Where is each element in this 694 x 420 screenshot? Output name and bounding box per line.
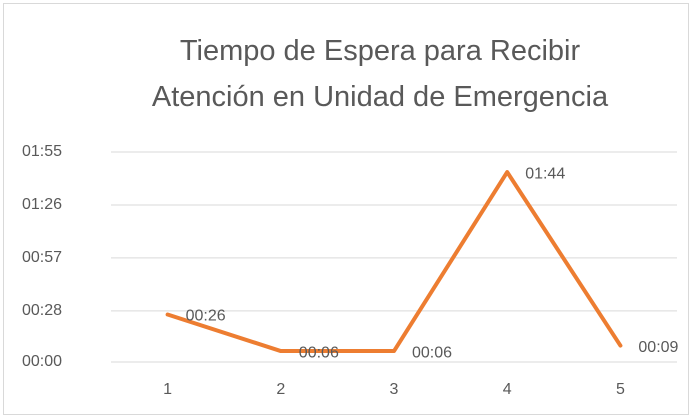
y-tick-label: 00:00: [22, 353, 62, 370]
y-tick-label: 01:26: [22, 196, 62, 213]
data-label: 00:26: [186, 308, 226, 325]
chart-title: Tiempo de Espera para Recibir Atención e…: [151, 35, 609, 113]
data-label: 01:44: [525, 165, 565, 182]
data-label: 00:06: [412, 344, 452, 361]
x-tick-label: 4: [503, 381, 512, 398]
chart-frame: [3, 3, 689, 415]
x-tick-label: 5: [616, 381, 625, 398]
data-label: 00:06: [299, 344, 339, 361]
y-tick-label: 01:55: [22, 143, 62, 160]
data-label: 00:09: [638, 339, 678, 356]
y-tick-label: 00:28: [22, 302, 62, 319]
x-tick-label: 3: [390, 381, 399, 398]
x-tick-label: 2: [276, 381, 285, 398]
y-tick-label: 00:57: [22, 249, 62, 266]
x-tick-label: 1: [163, 381, 172, 398]
line-series: [165, 170, 623, 354]
